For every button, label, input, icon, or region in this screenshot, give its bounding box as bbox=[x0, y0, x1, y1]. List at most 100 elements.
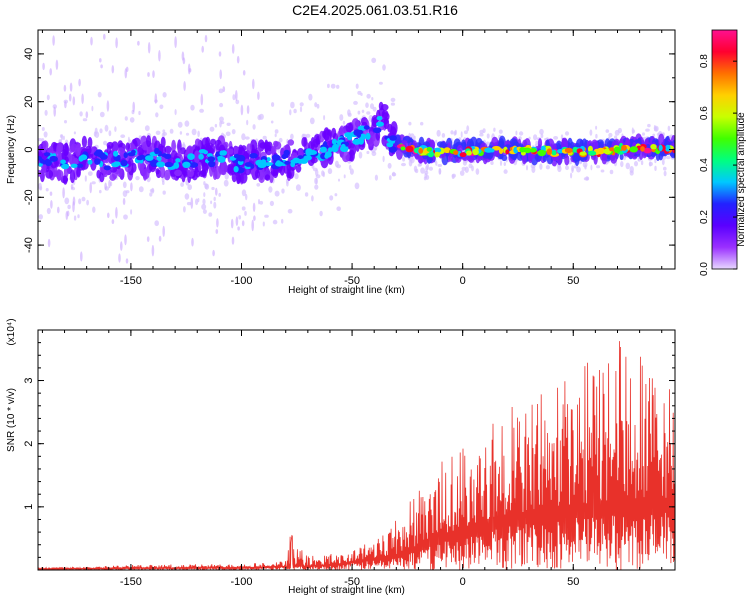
noise-speck bbox=[115, 207, 118, 219]
noise-speck bbox=[231, 129, 236, 135]
noise-speck bbox=[311, 195, 314, 202]
colorbar-tick-label: 0.8 bbox=[699, 54, 710, 68]
noise-speck bbox=[99, 58, 102, 63]
spectral-blob bbox=[87, 137, 93, 148]
noise-speck bbox=[499, 160, 503, 167]
noise-speck bbox=[49, 191, 53, 196]
noise-speck bbox=[663, 170, 667, 177]
noise-speck bbox=[104, 124, 109, 132]
noise-speck bbox=[299, 106, 303, 113]
noise-speck bbox=[114, 126, 117, 132]
noise-speck bbox=[270, 120, 274, 124]
noise-speck bbox=[257, 114, 262, 121]
ridge-blob bbox=[588, 150, 597, 156]
ridge-blob bbox=[434, 151, 441, 158]
noise-speck bbox=[224, 173, 229, 180]
noise-speck bbox=[257, 91, 260, 101]
noise-speck bbox=[129, 117, 135, 123]
noise-speck bbox=[533, 134, 538, 141]
noise-speck bbox=[111, 65, 115, 74]
noise-speck bbox=[589, 129, 593, 136]
ridge-blob bbox=[629, 146, 638, 153]
noise-speck bbox=[281, 188, 285, 194]
noise-speck bbox=[213, 201, 217, 209]
y-multiplier-label: (x10⁴) bbox=[6, 318, 17, 345]
noise-speck bbox=[640, 160, 644, 166]
spectral-blob bbox=[287, 166, 295, 179]
noise-speck bbox=[666, 155, 671, 160]
noise-speck bbox=[252, 124, 256, 130]
ridge-blob bbox=[266, 157, 271, 162]
noise-speck bbox=[498, 129, 503, 134]
x-tick-label: -50 bbox=[344, 275, 360, 287]
noise-speck bbox=[69, 82, 73, 92]
ridge-blob bbox=[43, 152, 51, 157]
noise-speck bbox=[151, 244, 155, 257]
spectral-blob bbox=[564, 154, 570, 166]
noise-speck bbox=[245, 193, 248, 201]
noise-speck bbox=[177, 121, 183, 128]
noise-speck bbox=[190, 104, 195, 111]
ridge-blob bbox=[220, 150, 227, 156]
spectral-blob bbox=[378, 101, 384, 111]
spectral-blob bbox=[381, 110, 389, 119]
noise-speck bbox=[90, 36, 93, 46]
spectral-blob bbox=[200, 169, 207, 177]
noise-speck bbox=[423, 176, 427, 181]
ridge-blob bbox=[260, 159, 267, 165]
noise-speck bbox=[130, 182, 133, 192]
spectral-blob bbox=[295, 164, 302, 173]
spectral-blob bbox=[174, 169, 182, 177]
noise-speck bbox=[242, 70, 246, 76]
noise-speck bbox=[570, 172, 573, 179]
noise-speck bbox=[123, 214, 128, 220]
top-x-axis-label: Height of straight line (km) bbox=[288, 285, 405, 296]
noise-speck bbox=[169, 128, 174, 134]
noise-speck bbox=[59, 134, 63, 138]
top-y-axis-label: Frequency (Hz) bbox=[6, 115, 17, 184]
noise-speck bbox=[645, 128, 650, 132]
spectral-blob bbox=[42, 140, 49, 150]
ridge-blob bbox=[233, 154, 240, 159]
x-tick-label: 0 bbox=[460, 576, 466, 588]
noise-speck bbox=[460, 131, 463, 138]
noise-speck bbox=[648, 161, 652, 167]
ridge-blob bbox=[60, 159, 66, 165]
noise-speck bbox=[97, 91, 102, 98]
noise-speck bbox=[200, 93, 204, 106]
ridge-blob bbox=[113, 150, 119, 157]
ridge-blob bbox=[658, 144, 663, 152]
noise-speck bbox=[486, 133, 490, 139]
x-tick-label: -150 bbox=[120, 576, 142, 588]
noise-speck bbox=[225, 131, 231, 137]
noise-speck bbox=[584, 164, 587, 170]
x-tick-label: 50 bbox=[567, 576, 579, 588]
noise-speck bbox=[281, 218, 284, 224]
noise-speck bbox=[84, 175, 87, 182]
noise-speck bbox=[81, 196, 86, 202]
noise-speck bbox=[595, 125, 598, 130]
noise-speck bbox=[625, 162, 631, 170]
noise-speck bbox=[184, 193, 190, 200]
spectral-blob bbox=[273, 141, 282, 150]
noise-speck bbox=[146, 236, 150, 243]
noise-speck bbox=[115, 37, 118, 49]
noise-speck bbox=[528, 136, 531, 140]
noise-speck bbox=[390, 102, 395, 106]
noise-speck bbox=[503, 162, 506, 166]
noise-speck bbox=[479, 133, 484, 137]
noise-speck bbox=[629, 166, 634, 173]
noise-speck bbox=[44, 109, 48, 116]
ridge-blob bbox=[365, 132, 371, 140]
noise-speck bbox=[370, 103, 374, 110]
noise-speck bbox=[202, 198, 206, 205]
noise-speck bbox=[216, 218, 219, 228]
y-tick-label: -40 bbox=[23, 237, 35, 253]
noise-speck bbox=[586, 176, 590, 181]
ridge-blob bbox=[95, 149, 103, 156]
noise-speck bbox=[70, 184, 74, 189]
noise-speck bbox=[414, 168, 419, 174]
spectral-blob bbox=[76, 166, 81, 178]
noise-speck bbox=[338, 178, 340, 182]
noise-speck bbox=[52, 35, 55, 46]
